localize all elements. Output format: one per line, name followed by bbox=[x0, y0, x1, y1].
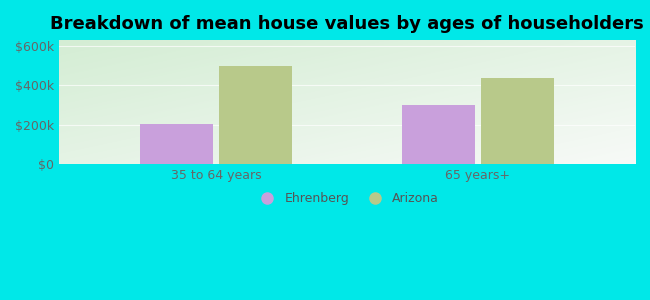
Bar bbox=[140, 124, 213, 164]
Bar bbox=[402, 105, 475, 164]
Bar bbox=[218, 66, 292, 164]
Bar bbox=[480, 77, 554, 164]
Title: Breakdown of mean house values by ages of householders: Breakdown of mean house values by ages o… bbox=[50, 15, 644, 33]
Legend: Ehrenberg, Arizona: Ehrenberg, Arizona bbox=[250, 187, 444, 210]
